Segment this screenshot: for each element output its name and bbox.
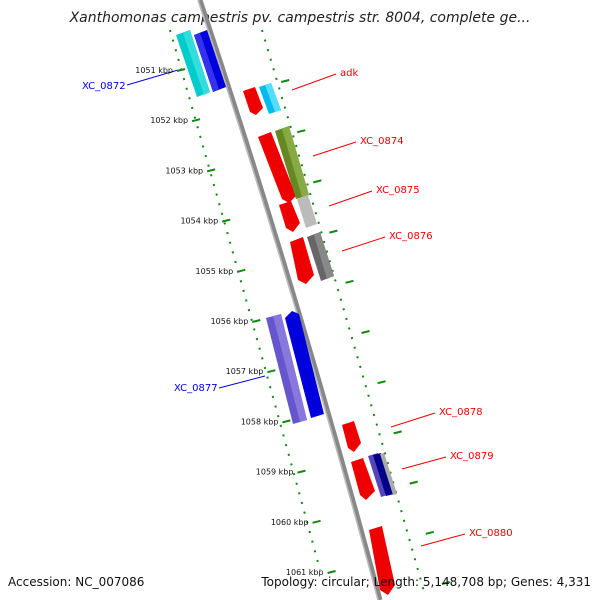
genome-backbone-highlight: [197, 0, 379, 600]
kbp-tick-label-1058: 1058 kbp: [241, 417, 279, 426]
gene-arrow-xc0876[interactable]: [290, 237, 314, 284]
kbp-tick-label-1056: 1056 kbp: [211, 317, 249, 326]
kbp-tick-right-1055: [345, 279, 354, 284]
kbp-tick-1051: [176, 68, 186, 72]
reverse-feature-cyan-shade: [183, 30, 210, 95]
gene-label-line-xc0878: [390, 412, 436, 428]
reverse-feature-blue-shade: [194, 33, 219, 92]
gene-label-line-xc0876: [341, 236, 386, 252]
genome-backbone: [197, 0, 383, 600]
gene-label-xc0880[interactable]: XC_0880: [469, 528, 513, 539]
gene-arrow-xc0878[interactable]: [342, 421, 361, 452]
feature-adk-neighbour-shade: [265, 83, 281, 112]
gene-arrow-xc0879[interactable]: [351, 458, 375, 500]
kbp-tick-label-1052: 1052 kbp: [150, 116, 188, 125]
kbp-tick-label-1060: 1060 kbp: [271, 518, 309, 527]
gene-label-adk[interactable]: adk: [340, 68, 358, 79]
ruler-outer-right: [261, 29, 426, 596]
feature-xc0879-light: [380, 453, 397, 495]
kbp-tick-label-1055: 1055 kbp: [196, 267, 234, 276]
feature-xc0877-purple-shade: [273, 314, 307, 422]
gene-label-xc0878[interactable]: XC_0878: [439, 407, 483, 418]
kbp-tick-right-1060: [425, 530, 435, 535]
gene-label-line-xc0880: [420, 533, 466, 547]
kbp-tick-right-1058: [393, 430, 402, 435]
gene-label-line-xc0872: [126, 69, 179, 86]
gene-label-xc0879[interactable]: XC_0879: [450, 451, 494, 462]
kbp-tick-1057: [267, 369, 276, 374]
gene-label-line-xc0875: [328, 190, 373, 207]
kbp-tick-right-1052: [297, 129, 306, 134]
kbp-tick-1054: [221, 218, 231, 223]
gene-arrow-xc0877[interactable]: [285, 311, 324, 418]
gene-label-xc0872[interactable]: XC_0872: [82, 69, 179, 92]
kbp-tick-1061: [327, 570, 336, 574]
kbp-tick-label-1054: 1054 kbp: [180, 217, 218, 226]
kbp-tick-right-1053: [313, 179, 322, 184]
kbp-tick-1056: [252, 319, 261, 323]
gene-label-xc0877[interactable]: XC_0877: [174, 383, 218, 394]
kbp-tick-1058: [282, 419, 291, 424]
kbp-tick-label-1053: 1053 kbp: [165, 166, 203, 175]
gene-arrow-xc0875[interactable]: [279, 201, 300, 232]
kbp-tick-right-1054: [329, 229, 338, 234]
feature-xc0875-grey[interactable]: [297, 195, 317, 228]
gene-label-text-xc0872: XC_0872: [82, 81, 126, 92]
kbp-tick-label-1059: 1059 kbp: [256, 468, 294, 477]
kbp-tick-1055: [236, 268, 246, 273]
gene-label-line-adk: [291, 73, 337, 91]
genome-summary-text: Topology: circular; Length: 5,148,708 bp…: [261, 575, 591, 589]
gene-label-xc0876[interactable]: XC_0876: [389, 231, 433, 242]
accession-text: Accession: NC_007086: [8, 575, 145, 589]
kbp-tick-label-1061: 1061 kbp: [286, 568, 324, 577]
gene-label-xc0874[interactable]: XC_0874: [360, 136, 404, 147]
kbp-tick-right-1059: [409, 480, 418, 485]
gene-labels: adk XC_0874 XC_0875 XC_0876 XC_0877 XC_0878 XC…: [174, 68, 513, 547]
kbp-tick-1060: [312, 519, 321, 524]
kbp-tick-right-1061: [441, 581, 451, 585]
kbp-tick-right-1051: [280, 79, 290, 83]
feature-xc0874-olive-shade: [282, 126, 309, 197]
reverse-feature-group-top: [176, 30, 226, 97]
kbp-tick-label-1057: 1057 kbp: [226, 367, 264, 376]
kbp-tick-1052: [191, 118, 201, 123]
gene-label-line-xc0877: [218, 375, 266, 389]
kbp-tick-right-1057: [377, 380, 386, 385]
ruler-outer-left: [169, 29, 321, 571]
kbp-tick-right-1056: [361, 330, 370, 334]
feature-xc0876-grey-shade: [314, 232, 334, 279]
gene-label-line-xc0874: [312, 141, 357, 157]
gene-label-line-xc0879: [401, 456, 447, 470]
gene-arrow-xc0880[interactable]: [369, 526, 395, 595]
map-title: Xanthomonas campestris pv. campestris st…: [69, 10, 531, 26]
kbp-tick-1053: [206, 168, 216, 173]
gene-label-xc0875[interactable]: XC_0875: [376, 185, 420, 196]
gene-arrow-adk[interactable]: [243, 87, 263, 115]
feature-xc0879-navy[interactable]: [373, 453, 394, 496]
kbp-tick-1059: [297, 469, 306, 474]
kbp-ticks: 1051 kbp 1052 kbp 1053 kbp 1054 kbp 1055 kbp…: [135, 66, 451, 585]
gene-arrow-xc0874[interactable]: [258, 132, 296, 203]
kbp-tick-label-1051: 1051 kbp: [135, 66, 173, 75]
